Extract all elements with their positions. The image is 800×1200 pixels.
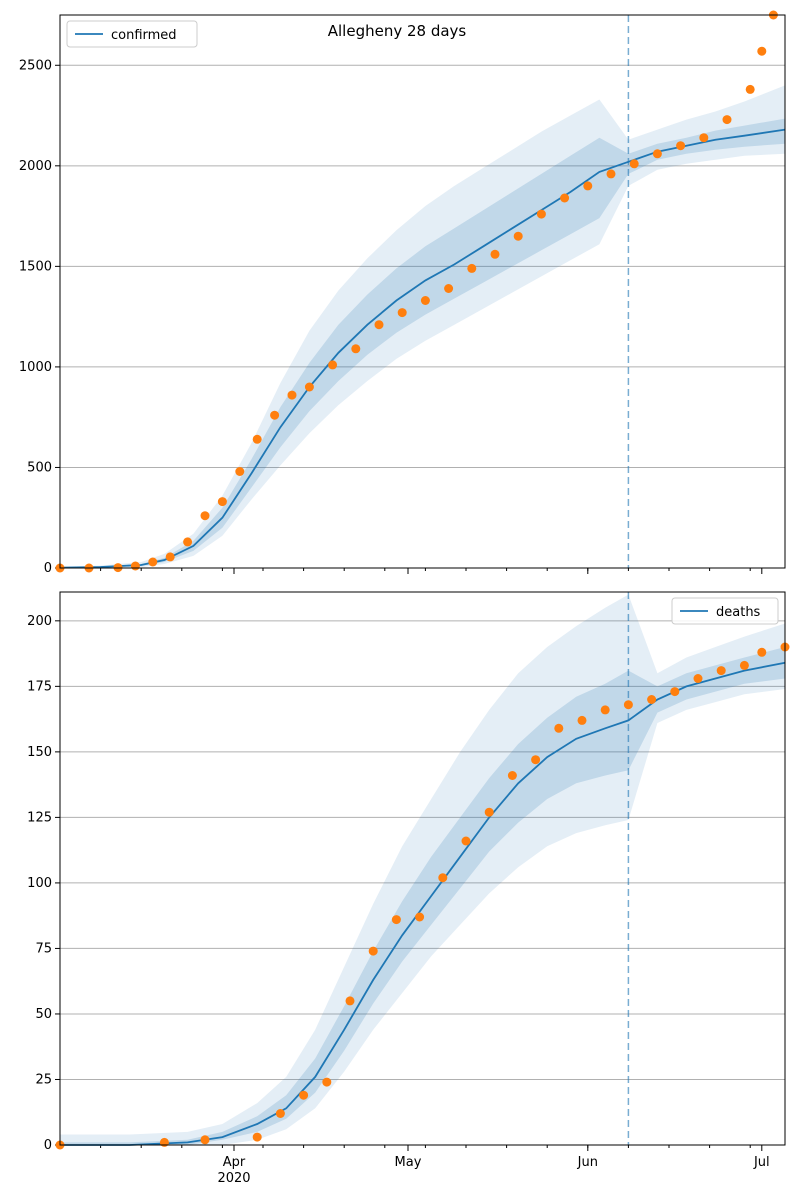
- plot-confirmed: 0 500 1000 1500 2000 2500 confirmed: [19, 10, 786, 576]
- observed-point: [252, 434, 262, 444]
- x-tick-label: May: [395, 1155, 422, 1170]
- y-tick-label: 1000: [19, 360, 52, 375]
- observed-point: [322, 1077, 332, 1087]
- observed-point: [647, 695, 657, 704]
- series-line-confirmed: [59, 128, 786, 569]
- chart-title: Allegheny 28 days: [328, 22, 467, 40]
- observed-point: [130, 561, 140, 571]
- observed-point: [745, 84, 755, 94]
- observed-point: [235, 467, 245, 476]
- observed-point: [397, 308, 407, 318]
- y-tick-label: 50: [35, 1007, 52, 1022]
- observed-point: [554, 723, 564, 733]
- y-tick-label: 0: [44, 1138, 52, 1153]
- y-tick-label: 200: [27, 614, 52, 629]
- observed-point: [328, 360, 338, 370]
- observed-point: [536, 209, 546, 219]
- observed-point: [270, 410, 280, 420]
- observed-point: [577, 715, 587, 725]
- observed-point: [287, 390, 297, 400]
- observed-point: [606, 169, 616, 179]
- observed-point: [531, 755, 541, 765]
- observed-point: [513, 231, 523, 241]
- observed-point: [304, 382, 314, 392]
- observed-point: [345, 996, 355, 1006]
- x-tick-label: Jul: [753, 1155, 770, 1170]
- observed-point: [415, 912, 425, 922]
- observed-point: [623, 700, 633, 710]
- y-tick-label: 25: [35, 1072, 52, 1087]
- band-inner: [60, 647, 785, 1145]
- observed-point: [351, 344, 361, 354]
- x-tick-label: Apr: [223, 1155, 246, 1170]
- y-tick-label: 2500: [19, 58, 52, 73]
- observed-point: [217, 497, 227, 507]
- observed-point: [629, 159, 639, 169]
- observed-point: [716, 666, 726, 676]
- observed-point: [583, 181, 593, 191]
- observed-point: [275, 1109, 285, 1118]
- legend-box: [671, 597, 779, 625]
- y-tick-label: 1500: [19, 259, 52, 274]
- observed-point: [699, 133, 709, 143]
- legend: confirmed: [66, 20, 198, 48]
- observed-point: [467, 263, 477, 273]
- observed-point: [693, 674, 703, 683]
- x-tick-label: Jun: [577, 1155, 598, 1170]
- observed-point: [183, 537, 193, 547]
- axes-frame: [59, 591, 786, 1146]
- observed-point: [461, 836, 471, 846]
- observed-point: [444, 284, 454, 293]
- y-tick-label: 175: [27, 679, 52, 694]
- observed-point: [722, 115, 732, 125]
- observed-point: [368, 946, 378, 956]
- observed-point: [600, 705, 610, 715]
- observed-point: [148, 557, 158, 567]
- legend-label: confirmed: [111, 28, 177, 43]
- band-outer: [60, 85, 785, 569]
- observed-point: [560, 193, 570, 203]
- y-tick-label: 75: [35, 941, 52, 956]
- observed-point: [739, 660, 749, 670]
- observed-point: [438, 873, 448, 883]
- band-inner: [60, 118, 785, 568]
- observed-point: [484, 807, 494, 817]
- observed-point: [200, 1135, 210, 1145]
- observed-point: [670, 687, 680, 697]
- observed-point: [652, 149, 662, 159]
- x-tick-label: 2020: [217, 1171, 250, 1186]
- observed-point: [391, 915, 401, 925]
- observed-point: [676, 141, 686, 151]
- observed-point: [374, 320, 384, 330]
- observed-point: [507, 771, 517, 780]
- legend-box: [66, 20, 198, 48]
- legend-label: deaths: [716, 605, 761, 620]
- observed-point: [757, 647, 767, 657]
- y-tick-label: 0: [44, 561, 52, 576]
- y-tick-label: 500: [27, 460, 52, 475]
- legend: deaths: [671, 597, 779, 625]
- observed-point: [252, 1132, 262, 1142]
- y-tick-label: 150: [27, 745, 52, 760]
- observed-point: [165, 552, 175, 562]
- y-tick-label: 125: [27, 810, 52, 825]
- observed-point: [757, 46, 767, 56]
- axes-frame: [59, 14, 786, 569]
- series-line-deaths: [60, 661, 786, 1146]
- observed-point: [159, 1137, 169, 1147]
- observed-point: [490, 249, 500, 259]
- observed-point: [299, 1090, 309, 1100]
- observed-point: [420, 296, 430, 305]
- y-tick-label: 100: [27, 876, 52, 891]
- y-tick-label: 2000: [19, 159, 52, 174]
- band-outer: [60, 594, 785, 1145]
- observed-point: [200, 511, 210, 521]
